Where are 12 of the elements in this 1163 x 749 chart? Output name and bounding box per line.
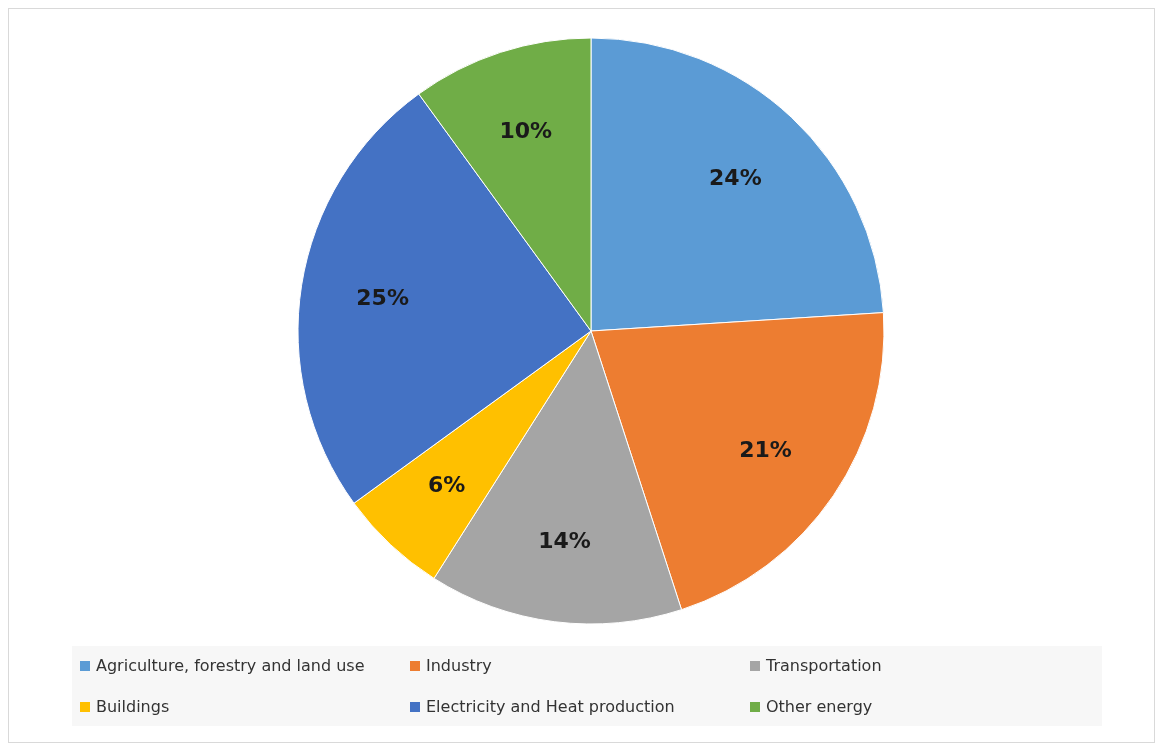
legend-label: Buildings bbox=[96, 697, 170, 716]
data-label: 14% bbox=[538, 527, 591, 553]
data-label: 10% bbox=[499, 117, 553, 143]
data-label: 21% bbox=[739, 437, 792, 463]
legend-label: Other energy bbox=[766, 697, 873, 716]
legend-label: Transportation bbox=[766, 656, 882, 675]
data-label: 24% bbox=[709, 164, 762, 190]
legend-label: Agriculture, forestry and land use bbox=[96, 656, 365, 675]
data-label: 25% bbox=[356, 285, 409, 311]
legend-label: Industry bbox=[426, 656, 492, 675]
legend-label: Electricity and Heat production bbox=[426, 697, 675, 716]
data-label: 6% bbox=[427, 472, 466, 498]
